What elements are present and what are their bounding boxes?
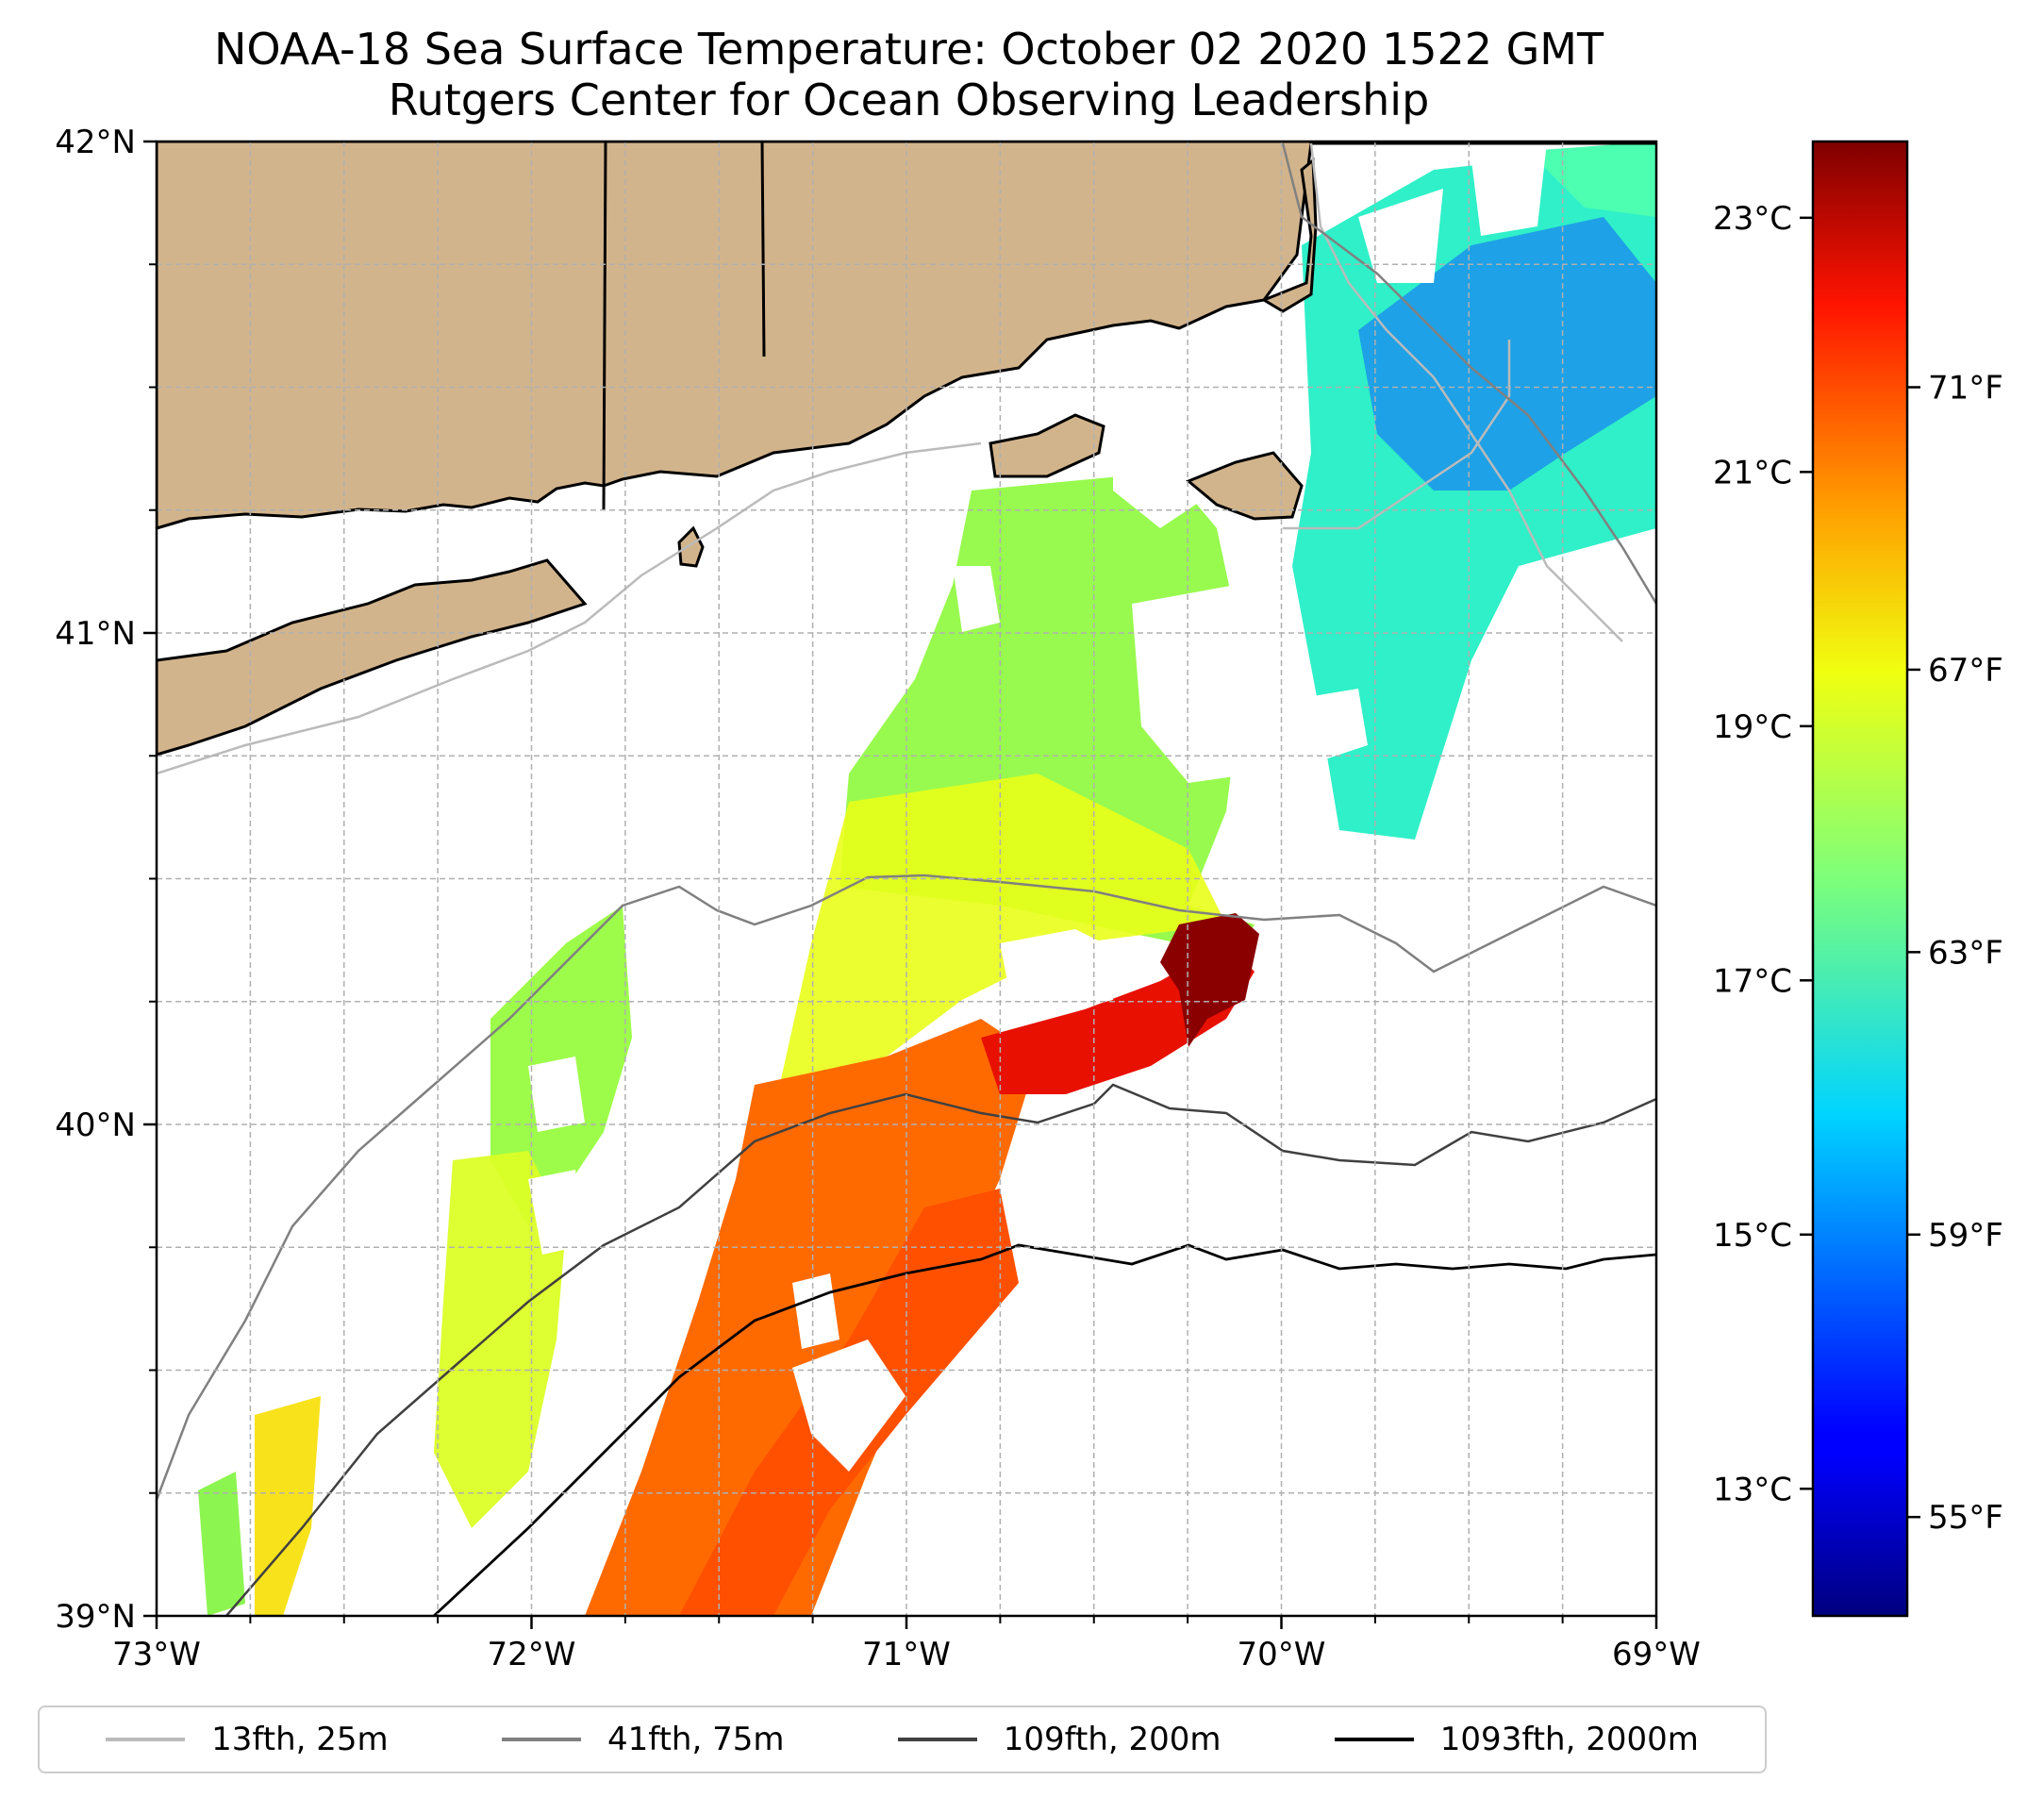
colorbar: 23°C 21°C 19°C 17°C 15°C 13°C 71°F 67°F 63°F 59°… (1713, 140, 2003, 1618)
colorbar-celsius-ticks: 23°C 21°C 19°C 17°C 15°C 13°C (1713, 200, 1813, 1508)
legend-line-75m (501, 1738, 581, 1741)
legend-label-200m: 109fth, 200m (1003, 1721, 1221, 1758)
isobath-25m (157, 441, 982, 775)
x-tick-label: 71°W (862, 1636, 951, 1673)
state-border (760, 141, 766, 358)
land-long-island (157, 558, 588, 757)
y-tick-label: 41°N (55, 615, 136, 653)
chart-title: NOAA-18 Sea Surface Temperature: October… (213, 24, 1604, 75)
isobath-25m (1309, 142, 1623, 642)
colorbar-celsius-label: 19°C (1713, 708, 1792, 746)
colorbar-fahrenheit-label: 67°F (1928, 652, 2003, 690)
y-tick-label: 39°N (55, 1598, 136, 1636)
sst-field (198, 141, 1656, 1616)
cloud-gap (1132, 585, 1273, 783)
legend-entry-200m: 109fth, 200m (897, 1721, 1221, 1758)
legend-line-2000m (1334, 1738, 1414, 1741)
legend-label-2000m: 1093fth, 2000m (1439, 1721, 1699, 1758)
cloud-gap (528, 1057, 585, 1132)
chart-subtitle: Rutgers Center for Ocean Observing Leade… (388, 75, 1430, 125)
legend-label-75m: 41fth, 75m (607, 1721, 785, 1758)
sst-far-west-green (198, 1472, 245, 1616)
sst-dark-red-core (1160, 913, 1259, 1047)
gridlines (157, 141, 1656, 1616)
sst-blue-patch (1358, 217, 1656, 491)
legend-line-25m (106, 1738, 186, 1741)
legend-entry-75m: 41fth, 75m (501, 1721, 785, 1758)
cloud-gap (1471, 141, 1547, 236)
cloud-gap (1358, 189, 1443, 283)
isobath-75m (1281, 142, 1656, 605)
land-block-island (677, 525, 705, 568)
colorbar-celsius-label: 21°C (1713, 454, 1792, 491)
colorbar-fahrenheit-label: 59°F (1928, 1217, 2003, 1255)
state-border (602, 141, 607, 510)
colorbar-celsius-label: 13°C (1713, 1471, 1792, 1508)
legend-line-200m (897, 1738, 977, 1741)
colorbar-fahrenheit-label: 63°F (1928, 934, 2003, 972)
x-tick-label: 72°W (488, 1636, 576, 1673)
cloud-gap (792, 1339, 906, 1472)
y-tick-label: 40°N (55, 1106, 136, 1144)
colorbar-celsius-label: 15°C (1713, 1217, 1792, 1255)
x-tick-label: 70°W (1238, 1636, 1326, 1673)
isobath-200m (225, 1083, 1656, 1616)
cloud-gap (953, 566, 1000, 632)
cloud-gap (1113, 406, 1217, 528)
cloud-gap (1000, 929, 1122, 1019)
x-tick-label: 69°W (1612, 1636, 1701, 1673)
colorbar-fahrenheit-label: 55°F (1928, 1499, 2003, 1537)
y-tick-label: 42°N (55, 124, 136, 161)
colorbar-celsius-label: 23°C (1713, 200, 1792, 238)
colorbar-gradient (1811, 140, 1909, 1618)
legend-label-25m: 13fth, 25m (211, 1721, 389, 1758)
isobath-2000m (433, 1243, 1656, 1616)
y-axis: 42°N 41°N 40°N 39°N (55, 124, 157, 1636)
isobath-legend: 13fth, 25m 41fth, 75m 109fth, 200m 1093f… (38, 1705, 1767, 1773)
sst-southwest-patch (255, 1396, 321, 1616)
legend-entry-25m: 13fth, 25m (106, 1721, 389, 1758)
sst-west-yellow (434, 1151, 566, 1528)
map-area (157, 141, 1656, 1616)
colorbar-celsius-label: 17°C (1713, 962, 1792, 1000)
sst-northeast-green (1528, 141, 1656, 217)
land-nantucket (1186, 451, 1304, 521)
land-marthas-vineyard (989, 413, 1105, 478)
isobath-75m (157, 874, 1656, 1501)
colorbar-fahrenheit-ticks: 71°F 67°F 63°F 59°F 55°F (1907, 370, 2003, 1537)
x-axis: 73°W 72°W 71°W 70°W 69°W (112, 1616, 1701, 1673)
cloud-gap (528, 1170, 585, 1255)
legend-entry-2000m: 1093fth, 2000m (1334, 1721, 1699, 1758)
x-tick-label: 73°W (112, 1636, 201, 1673)
colorbar-fahrenheit-label: 71°F (1928, 370, 2003, 408)
cloud-gap (1302, 689, 1368, 764)
